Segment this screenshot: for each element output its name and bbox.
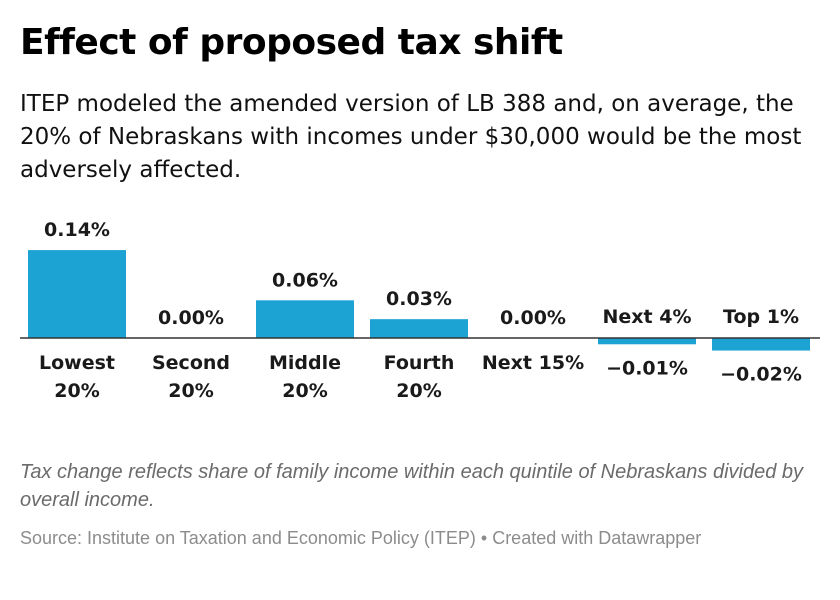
bar-value-label: −0.02% — [720, 364, 802, 386]
bar-chart: 0.14%0.00%0.06%0.03%0.00%−0.01% −0.02%Low… — [20, 219, 820, 402]
value-labels: 0.14% 0.00% 0.06% 0.03% 0.00% −0.01% −0.02% — [44, 219, 802, 385]
category-label-line: Next 15% — [482, 352, 584, 374]
bar — [598, 338, 696, 345]
bar — [256, 300, 354, 338]
category-label-line: 20% — [54, 380, 99, 402]
bar — [712, 338, 810, 351]
category-label: Lowest 20% — [39, 352, 115, 402]
category-label-line: 20% — [282, 380, 327, 402]
category-label: Fourth 20% — [384, 352, 455, 402]
category-label: Next 15% — [482, 352, 584, 374]
bar — [370, 319, 468, 338]
category-label-line: Second — [152, 352, 230, 374]
chart-subtitle: ITEP modeled the amended version of LB 3… — [20, 91, 802, 183]
category-label-line: Fourth — [384, 352, 455, 374]
chart-title: Effect of proposed tax shift — [20, 22, 563, 63]
category-label: Second 20% — [152, 352, 230, 402]
category-labels: Lowest 20% Second 20% Middle 20% Fourth 20% Next… — [39, 306, 799, 402]
bar-value-label: 0.00% — [500, 307, 566, 329]
category-label: Top 1% — [723, 306, 799, 328]
category-label-line: 20% — [168, 380, 213, 402]
chart-note: Tax change reflects share of family inco… — [20, 461, 804, 511]
category-label-line: Middle — [269, 352, 341, 374]
category-label: Middle 20% — [269, 352, 341, 402]
chart-source: Source: Institute on Taxation and Econom… — [20, 528, 702, 548]
category-label-line: Next 4% — [603, 306, 692, 328]
bar-value-label: 0.03% — [386, 288, 452, 310]
bar — [28, 250, 126, 338]
bar-value-label: 0.00% — [158, 307, 224, 329]
category-label-line: Top 1% — [723, 306, 799, 328]
bar-value-label: −0.01% — [606, 357, 688, 379]
category-label-line: Lowest — [39, 352, 115, 374]
bars — [28, 250, 810, 351]
category-label: Next 4% — [603, 306, 692, 328]
bar-value-label: 0.14% — [44, 219, 110, 241]
category-label-line: 20% — [396, 380, 441, 402]
bar-value-label: 0.06% — [272, 269, 338, 291]
